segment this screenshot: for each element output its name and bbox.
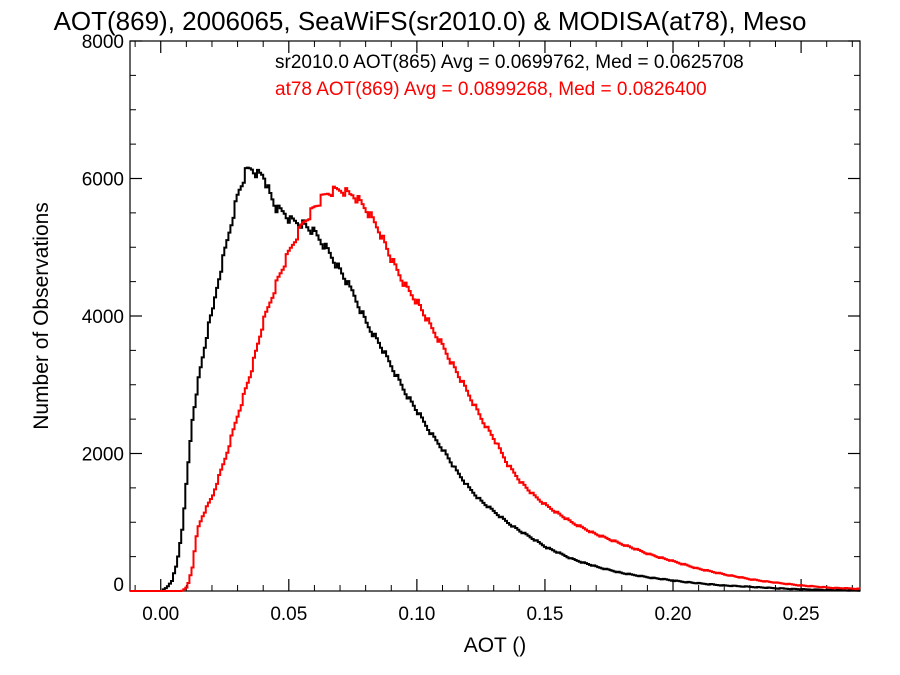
x-tick-label: 0.15 bbox=[526, 604, 563, 625]
y-axis-label: Number of Observations bbox=[30, 202, 53, 430]
plot-frame bbox=[129, 40, 861, 592]
y-tick-label: 6000 bbox=[82, 170, 124, 191]
y-tick-label: 2000 bbox=[82, 445, 124, 466]
y-tick-label: 0 bbox=[113, 575, 124, 596]
x-axis: 0.00 0.05 0.10 0.15 0.20 0.25 bbox=[134, 41, 853, 625]
chart-title: AOT(869), 2006065, SeaWiFS(sr2010.0) & M… bbox=[54, 6, 807, 36]
y-tick-label: 4000 bbox=[82, 307, 124, 328]
y-tick-label: 8000 bbox=[82, 32, 124, 53]
plot-area bbox=[129, 40, 861, 592]
x-tick-label: 0.10 bbox=[398, 604, 435, 625]
legend-entry-black: sr2010.0 AOT(865) Avg = 0.0699762, Med =… bbox=[275, 52, 744, 73]
x-tick-label: 0.20 bbox=[655, 604, 692, 625]
y-axis: 0 2000 4000 6000 8000 bbox=[82, 32, 860, 596]
legend-entry-red: at78 AOT(869) Avg = 0.0899268, Med = 0.0… bbox=[275, 79, 707, 100]
x-tick-label: 0.05 bbox=[270, 604, 307, 625]
series-lines bbox=[130, 166, 861, 592]
x-axis-label: AOT () bbox=[464, 634, 527, 657]
x-tick-label: 0.25 bbox=[783, 604, 820, 625]
series-line-at78 bbox=[130, 185, 861, 592]
x-tick-label: 0.00 bbox=[142, 604, 179, 625]
series-line-sr2010 bbox=[130, 166, 861, 592]
